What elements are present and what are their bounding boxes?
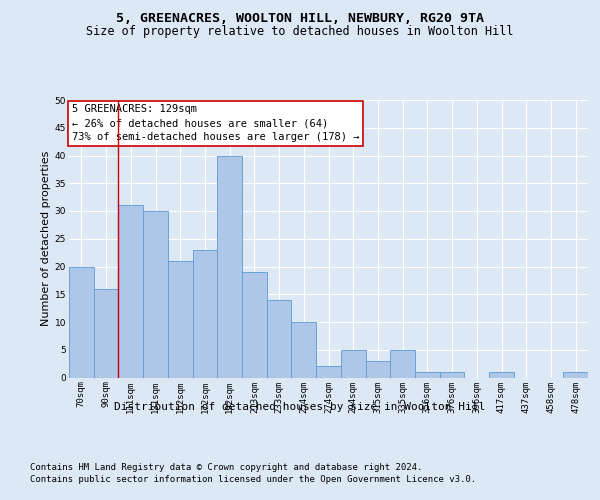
Bar <box>390 350 415 378</box>
Bar <box>563 372 588 378</box>
Bar <box>193 250 217 378</box>
Bar <box>415 372 440 378</box>
Text: Size of property relative to detached houses in Woolton Hill: Size of property relative to detached ho… <box>86 25 514 38</box>
Bar <box>341 350 365 378</box>
Text: Contains public sector information licensed under the Open Government Licence v3: Contains public sector information licen… <box>30 475 476 484</box>
Text: Distribution of detached houses by size in Woolton Hill: Distribution of detached houses by size … <box>115 402 485 412</box>
Text: 5 GREENACRES: 129sqm
← 26% of detached houses are smaller (64)
73% of semi-detac: 5 GREENACRES: 129sqm ← 26% of detached h… <box>71 104 359 142</box>
Bar <box>168 261 193 378</box>
Bar <box>440 372 464 378</box>
Bar <box>118 206 143 378</box>
Bar <box>316 366 341 378</box>
Bar <box>242 272 267 378</box>
Bar <box>69 266 94 378</box>
Text: Contains HM Land Registry data © Crown copyright and database right 2024.: Contains HM Land Registry data © Crown c… <box>30 462 422 471</box>
Bar <box>365 361 390 378</box>
Text: 5, GREENACRES, WOOLTON HILL, NEWBURY, RG20 9TA: 5, GREENACRES, WOOLTON HILL, NEWBURY, RG… <box>116 12 484 26</box>
Y-axis label: Number of detached properties: Number of detached properties <box>41 151 50 326</box>
Bar <box>217 156 242 378</box>
Bar <box>143 211 168 378</box>
Bar <box>267 300 292 378</box>
Bar <box>489 372 514 378</box>
Bar <box>292 322 316 378</box>
Bar <box>94 288 118 378</box>
